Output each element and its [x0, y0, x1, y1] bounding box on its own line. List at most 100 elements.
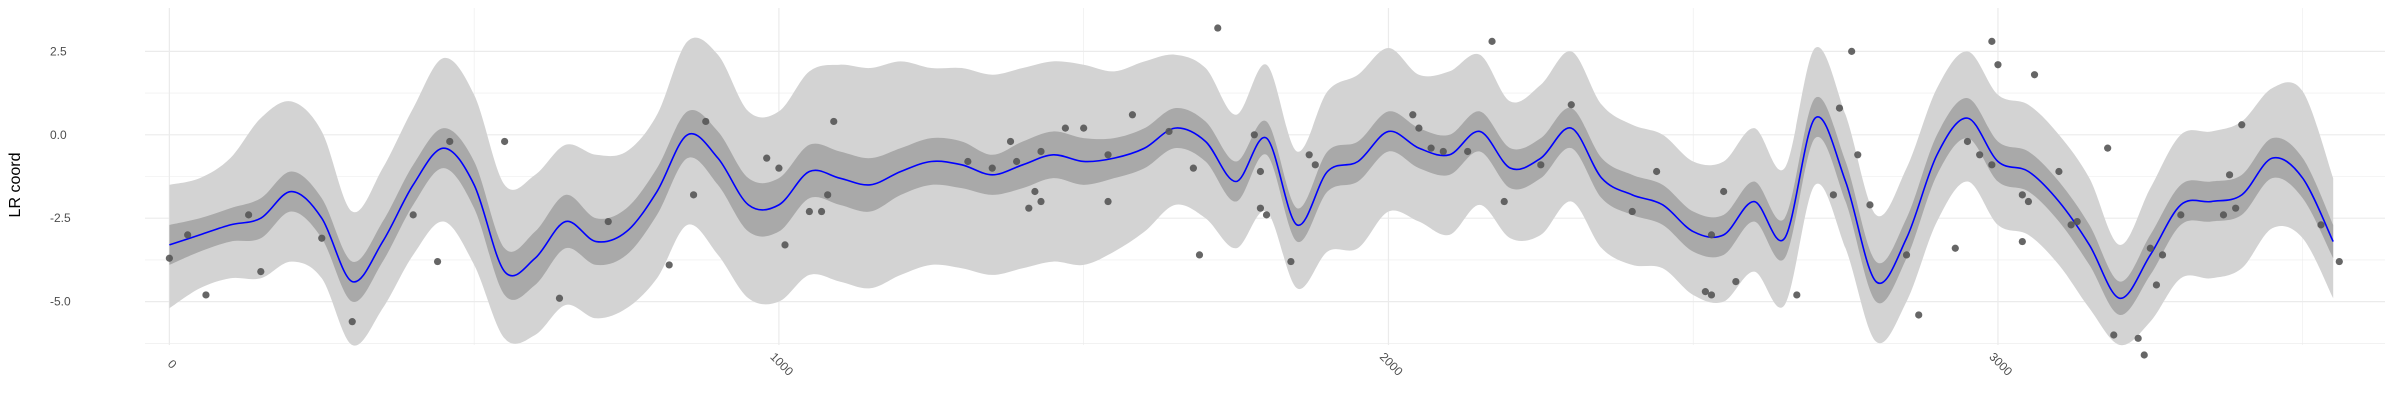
data-point [824, 191, 832, 199]
data-point [2146, 244, 2154, 252]
data-point [1732, 278, 1740, 286]
data-point [2018, 191, 2026, 199]
data-point [1701, 288, 1709, 296]
data-point [665, 261, 673, 269]
outer-band-area [169, 37, 2334, 346]
data-point [1037, 147, 1045, 156]
data-point [2232, 204, 2240, 212]
data-point [2018, 237, 2026, 246]
data-point [604, 217, 612, 226]
data-point [2104, 144, 2112, 152]
data-point [2067, 221, 2075, 229]
data-point [555, 294, 564, 302]
data-point [1488, 37, 1496, 45]
data-point [1567, 101, 1575, 109]
data-point [2024, 197, 2033, 206]
data-point [2158, 251, 2167, 259]
data-point [2238, 121, 2246, 129]
data-point [1256, 167, 1265, 176]
data-point [689, 191, 698, 199]
data-point [781, 241, 789, 249]
mean-line-path [169, 116, 2334, 300]
data-point [409, 211, 417, 219]
data-point [988, 164, 996, 172]
data-point [2110, 331, 2118, 339]
data-point [1793, 291, 1801, 299]
inner-confidence-band [169, 96, 2334, 316]
data-point [2134, 334, 2142, 342]
data-point [1854, 151, 1862, 159]
data-point [1835, 104, 1844, 112]
data-point [1311, 161, 1319, 169]
data-point [165, 254, 173, 262]
data-point [817, 207, 826, 216]
data-point [1256, 204, 1265, 212]
data-point [1848, 47, 1856, 55]
data-point [1537, 161, 1545, 169]
data-point [2030, 71, 2039, 79]
y-axis-ticks: 2.5 0.0 -2.5 -5.0 [50, 44, 71, 308]
data-point [1628, 207, 1636, 216]
data-point [184, 231, 192, 239]
data-point [1988, 161, 1996, 169]
data-point [1951, 244, 1959, 252]
data-point [1464, 147, 1472, 156]
mean-line [169, 116, 2334, 300]
data-point [1427, 144, 1435, 152]
data-point [702, 117, 710, 126]
data-point [1006, 137, 1015, 146]
data-point [1305, 151, 1313, 159]
data-point [1409, 111, 1417, 119]
data-point [1707, 291, 1716, 299]
data-point [1165, 127, 1173, 136]
data-point [775, 164, 783, 172]
data-point [1061, 124, 1069, 132]
data-point [1866, 201, 1874, 209]
y-tick-label: -2.5 [50, 211, 71, 225]
data-point [1963, 137, 1972, 146]
data-point [2055, 167, 2063, 176]
data-point [763, 154, 771, 162]
data-point [1195, 251, 1204, 259]
data-point [1720, 187, 1728, 196]
data-point [1080, 124, 1088, 132]
data-point [830, 117, 838, 126]
data-point [1439, 147, 1447, 156]
data-point [1829, 191, 1837, 199]
data-point [2140, 351, 2148, 359]
y-tick-label: -5.0 [50, 295, 71, 309]
data-point [433, 257, 442, 266]
data-point [1415, 124, 1423, 132]
data-point [2152, 281, 2161, 289]
data-point [2177, 211, 2185, 219]
data-point [257, 267, 265, 276]
data-point [1104, 197, 1112, 206]
data-point [805, 207, 813, 216]
data-point [1500, 197, 1508, 206]
data-point [348, 318, 356, 326]
data-point [318, 234, 326, 242]
data-point [2225, 171, 2234, 179]
data-points [165, 24, 2343, 359]
data-point [446, 137, 454, 146]
data-point [202, 291, 210, 299]
data-point [1915, 311, 1923, 319]
data-point [245, 211, 253, 219]
data-point [1104, 151, 1112, 159]
data-point [1189, 164, 1197, 172]
data-point [1025, 204, 1033, 212]
y-tick-label: 2.5 [50, 44, 67, 58]
data-point [2073, 217, 2081, 226]
data-point [1988, 37, 1996, 45]
data-point [1013, 157, 1021, 166]
data-point [1250, 131, 1258, 139]
y-axis-title: LR coord [7, 153, 24, 218]
data-point [1707, 231, 1716, 239]
data-point [501, 137, 509, 146]
data-point [1994, 61, 2002, 69]
data-point [2317, 221, 2325, 229]
data-point [1902, 251, 1911, 259]
data-point [2219, 211, 2228, 219]
inner-band-area [169, 96, 2334, 316]
